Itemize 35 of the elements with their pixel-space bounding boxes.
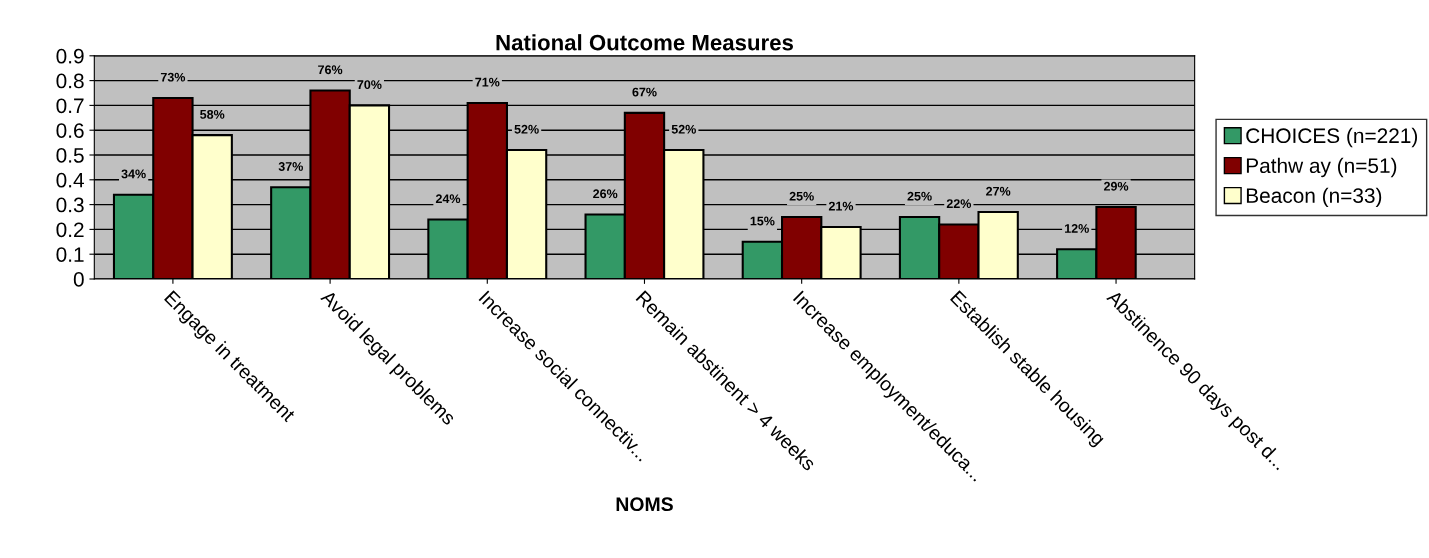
data-label: 73%	[160, 72, 186, 82]
data-label: 25%	[789, 191, 814, 201]
data-label: 21%	[828, 201, 854, 211]
legend-label: Beacon (n=33)	[1246, 187, 1382, 208]
legend-label: CHOICES (n=221)	[1246, 127, 1418, 148]
y-tick-label: 0.1	[56, 247, 84, 262]
data-label: 24%	[435, 194, 461, 204]
y-tick-label: 0.8	[56, 73, 84, 89]
data-label: 15%	[750, 216, 775, 226]
y-tick-label: 0	[73, 272, 84, 287]
legend-label: Pathw ay (n=51)	[1246, 157, 1397, 178]
data-label: 37%	[278, 162, 303, 171]
data-label: 52%	[514, 124, 539, 134]
chart-title: National Outcome Measures	[496, 34, 793, 51]
data-label: 71%	[475, 77, 500, 87]
data-label: 70%	[357, 80, 382, 90]
y-tick-label: 0.2	[56, 222, 84, 238]
data-label: 58%	[200, 109, 225, 119]
data-label: 27%	[986, 186, 1011, 196]
data-label: 22%	[946, 199, 972, 209]
data-label: 25%	[907, 191, 932, 201]
x-axis-title: NOMS	[616, 497, 673, 512]
y-tick-label: 0.4	[56, 172, 84, 188]
y-tick-label: 0.5	[56, 148, 84, 163]
data-label: 12%	[1065, 224, 1089, 233]
data-label: 76%	[318, 65, 343, 75]
data-label: 34%	[121, 169, 146, 179]
data-label: 29%	[1103, 181, 1129, 191]
y-tick-label: 0.3	[56, 197, 84, 213]
data-label: 26%	[593, 189, 618, 199]
data-label: 67%	[632, 87, 657, 97]
y-tick-label: 0.9	[56, 48, 84, 64]
data-label: 52%	[671, 124, 696, 134]
y-tick-label: 0.6	[56, 123, 84, 138]
y-tick-label: 0.7	[56, 98, 84, 114]
